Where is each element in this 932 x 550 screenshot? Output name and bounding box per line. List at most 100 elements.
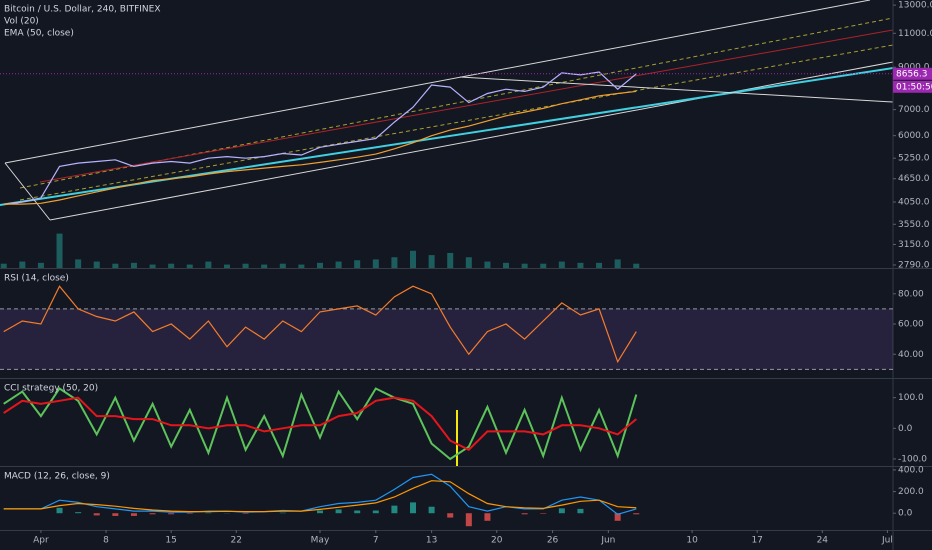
x-tick-label: Apr: [33, 536, 49, 546]
x-tick-label: 26: [547, 536, 559, 546]
y-tick-label: 3150.0: [898, 240, 930, 250]
volume-bar: [410, 250, 417, 268]
volume-bar: [75, 259, 82, 268]
histogram-bar: [56, 507, 63, 514]
x-tick-label: 15: [165, 536, 176, 546]
y-tick-label: 4050.0: [898, 198, 930, 208]
histogram-bar: [447, 513, 454, 518]
countdown-tag: [893, 80, 932, 93]
trend-line: [0, 67, 894, 206]
y-tick-label: 200.0: [898, 487, 924, 497]
series-line: [3, 473, 637, 515]
volume-bar: [391, 257, 398, 268]
y-tick-label: 3550.0: [898, 220, 930, 230]
y-tick-label: 5250.0: [898, 154, 930, 164]
volume-bar: [465, 257, 472, 268]
volume-bar: [112, 263, 119, 268]
histogram-bar: [205, 512, 212, 514]
histogram-bar: [558, 508, 565, 514]
y-tick-label: 0.0: [898, 509, 913, 519]
y-tick-label: 11000.0: [898, 29, 932, 39]
histogram-bar: [614, 513, 621, 521]
histogram-bar: [410, 502, 417, 514]
series-line: [3, 71, 637, 205]
volume-bar: [205, 261, 212, 268]
price-tag: [893, 67, 932, 80]
x-tick-label: 13: [426, 536, 437, 546]
histogram-bar: [168, 513, 175, 515]
histogram-bar: [242, 513, 249, 514]
channel-line: [39, 29, 894, 183]
channel-line: [19, 44, 894, 201]
histogram-bar: [633, 513, 640, 515]
y-tick-label: -100.0: [898, 454, 927, 464]
drawings: [0, 0, 894, 466]
volume-bar: [223, 264, 230, 268]
y-tick-label: 40.00: [898, 350, 924, 360]
x-tick-label: 10: [686, 536, 698, 546]
indicator-label: EMA (50, close): [4, 29, 74, 39]
x-tick-label: 24: [817, 536, 829, 546]
histogram-bar: [484, 513, 491, 521]
x-tick-label: 7: [373, 536, 379, 546]
x-tick-label: 8: [103, 536, 109, 546]
histogram-bar: [93, 513, 100, 516]
volume-bar: [298, 264, 305, 268]
volume-bar: [614, 259, 621, 268]
panel-title: MACD (12, 26, close, 9): [4, 472, 110, 482]
volume-bar: [428, 255, 435, 268]
resistance-line: [459, 76, 894, 103]
volume-bar: [37, 262, 44, 268]
volume-bar: [447, 252, 454, 268]
series-line: [3, 90, 637, 205]
volume-bar: [316, 262, 323, 268]
x-tick-label: 20: [491, 536, 503, 546]
volume-bar: [354, 260, 361, 268]
volume-bar: [242, 263, 249, 268]
y-tick-label: 400.0: [898, 465, 924, 475]
histogram-bar: [316, 510, 323, 514]
histogram-bar: [428, 506, 435, 514]
rsi-band: [0, 308, 893, 370]
panel-title: RSI (14, close): [4, 274, 69, 284]
histogram-bar: [279, 512, 286, 514]
volume-bar: [484, 261, 491, 268]
volume-bar: [335, 261, 342, 268]
histogram-bar: [335, 509, 342, 514]
histogram-bar: [521, 513, 528, 515]
y-tick-label: 7000.0: [898, 105, 930, 115]
volume-bar: [0, 263, 7, 268]
volume-bar: [56, 233, 63, 268]
y-tick-label: 2790.0: [898, 260, 930, 270]
volume-bar: [521, 263, 528, 268]
x-tick-label: Jul: [881, 536, 893, 546]
histogram-bar: [391, 505, 398, 514]
channel-line: [49, 61, 894, 221]
volume-bar: [261, 264, 268, 268]
y-tick-label: 6000.0: [898, 131, 930, 141]
histogram-bar: [577, 508, 584, 514]
histogram-bar: [75, 512, 82, 514]
volume-bar: [19, 261, 26, 268]
volume-bar: [130, 262, 137, 268]
histogram-bar: [540, 513, 547, 514]
x-tick-label: Jun: [600, 536, 615, 546]
volume-bar: [372, 259, 379, 268]
histogram-bar: [354, 510, 361, 514]
y-tick-label: 9000.0: [898, 63, 930, 73]
y-tick-label: 100.0: [898, 393, 924, 403]
series-line: [3, 387, 638, 461]
countdown-label: 01:50:50: [896, 82, 932, 92]
series-line: [3, 396, 637, 452]
volume-bar: [577, 262, 584, 268]
series-line: [3, 480, 637, 513]
histogram-bar: [186, 513, 193, 514]
histogram-bar: [112, 513, 119, 516]
channel-line: [4, 162, 51, 221]
volume-bar: [540, 263, 547, 268]
volume-bar: [149, 264, 156, 268]
x-tick-label: 17: [751, 536, 762, 546]
indicator-label: Vol (20): [4, 17, 39, 27]
series-line: [3, 285, 637, 364]
